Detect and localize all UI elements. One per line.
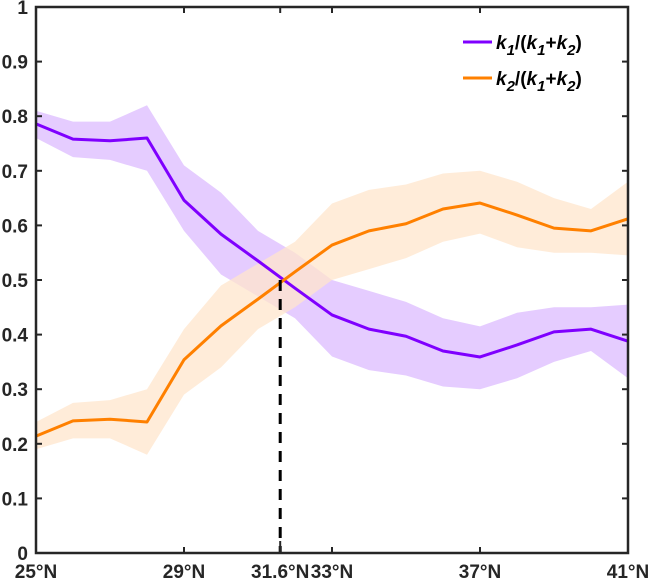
legend: k1/(k1+k2)k2/(k1+k2) — [463, 33, 582, 95]
legend-text-part: k — [496, 69, 508, 90]
legend-text-part: k — [527, 69, 539, 90]
legend-text-part: 1 — [507, 42, 515, 59]
x-tick-label: 31.6°N — [251, 562, 309, 581]
y-tick-label: 0 — [17, 544, 28, 565]
legend-label-series-1: k1/(k1+k2) — [496, 33, 582, 59]
confidence-bands — [36, 105, 628, 455]
legend-text-part: + — [545, 33, 556, 54]
series-lines — [35, 122, 629, 438]
legend-text-part: k — [557, 69, 569, 90]
x-tick-label: 33°N — [311, 562, 353, 581]
legend-text-part: ) — [575, 69, 581, 90]
y-tick-label: 0.6 — [2, 216, 28, 237]
x-tick-label: 41°N — [607, 562, 649, 581]
y-tick-label: 0.3 — [2, 380, 28, 401]
x-tick-label: 29°N — [163, 562, 205, 581]
y-tick-label: 0.8 — [2, 107, 28, 128]
legend-text-part: 2 — [506, 78, 516, 95]
legend-text-part: /( — [515, 69, 527, 90]
legend-text-part: 2 — [566, 42, 576, 59]
legend-text-part: k — [527, 33, 539, 54]
y-tick-label: 0.9 — [2, 53, 28, 74]
y-tick-label: 0.4 — [2, 326, 29, 347]
x-tick-label: 37°N — [459, 562, 501, 581]
legend-text-part: k — [496, 33, 508, 54]
legend-text-part: 1 — [537, 42, 545, 59]
legend-label-series-2: k2/(k1+k2) — [496, 69, 582, 95]
band-series-2 — [36, 170, 628, 455]
x-tick-label: 25°N — [15, 562, 57, 581]
y-tick-label: 0.7 — [2, 162, 28, 183]
legend-text-part: 2 — [566, 78, 576, 95]
y-tick-label: 0.5 — [2, 271, 29, 292]
band-series-1 — [36, 105, 628, 390]
y-tick-label: 0.2 — [2, 435, 28, 456]
legend-text-part: + — [545, 69, 556, 90]
y-tick-label: 0.1 — [2, 489, 29, 510]
legend-text-part: ) — [575, 33, 581, 54]
y-tick-label: 1 — [17, 0, 28, 19]
legend-text-part: k — [557, 33, 569, 54]
legend-text-part: /( — [515, 33, 527, 54]
legend-text-part: 1 — [537, 78, 545, 95]
